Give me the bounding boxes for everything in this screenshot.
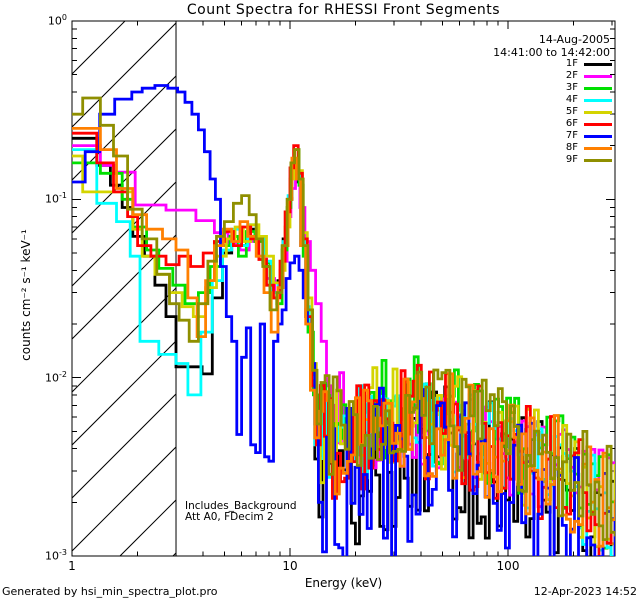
footer-datetime: 12-Apr-2023 14:52	[533, 585, 637, 598]
legend-swatch	[584, 110, 612, 114]
plot-title: Count Spectra for RHESSI Front Segments	[186, 2, 501, 18]
legend-row: 8F	[566, 142, 612, 154]
time-range-label: 14:41:00 to 14:42:00	[493, 46, 610, 59]
y-tick-label: 10-2	[45, 369, 67, 385]
legend-label: 5F	[565, 106, 578, 117]
legend-label: 9F	[565, 154, 578, 165]
legend-swatch	[584, 134, 612, 138]
legend-label: 6F	[565, 118, 578, 129]
legend-swatch	[584, 98, 612, 102]
legend-label: 1F	[565, 58, 578, 69]
y-tick-label: 100	[47, 13, 67, 28]
x-tick-label: 10	[282, 559, 298, 573]
y-axis-title: counts cm⁻² s⁻¹ keV⁻¹	[19, 229, 33, 361]
legend-label: 2F	[565, 70, 578, 81]
spectrum-curve-9F	[72, 96, 615, 541]
legend-row: 4F	[566, 94, 612, 106]
legend-swatch	[584, 62, 612, 66]
legend-swatch	[584, 122, 612, 126]
spectrum-curve-7F	[72, 84, 615, 556]
annotation-attenuator-state: Att A0, FDecim 2	[185, 511, 274, 523]
date-label: 14-Aug-2005	[538, 33, 610, 46]
legend-row: 1F	[566, 58, 612, 70]
legend-swatch	[584, 86, 612, 90]
x-axis-title: Energy (keV)	[304, 576, 383, 590]
x-tick-label: 100	[496, 559, 520, 573]
legend-row: 9F	[566, 154, 612, 166]
legend-swatch	[584, 158, 612, 162]
spectrum-curve-8F	[72, 127, 615, 548]
legend-swatch	[584, 146, 612, 150]
legend-row: 6F	[566, 118, 612, 130]
y-tick-label: 10-3	[45, 547, 67, 563]
legend-swatch	[584, 74, 612, 78]
footer-generated-by: Generated by hsi_min_spectra_plot.pro	[2, 585, 218, 598]
legend-label: 8F	[565, 142, 578, 153]
legend-row: 7F	[566, 130, 612, 142]
legend-label: 3F	[565, 82, 578, 93]
legend-row: 3F	[566, 82, 612, 94]
legend-row: 2F	[566, 70, 612, 82]
x-tick-label: 1	[68, 559, 76, 573]
legend-label: 7F	[565, 130, 578, 141]
legend-label: 4F	[565, 94, 578, 105]
legend-row: 5F	[566, 106, 612, 118]
y-tick-label: 10-1	[45, 191, 67, 206]
legend: 1F 2F 3F 4F 5F 6F 7F 8F 9F	[566, 58, 612, 166]
annotation-includes-background: Includes_Background	[185, 500, 297, 512]
